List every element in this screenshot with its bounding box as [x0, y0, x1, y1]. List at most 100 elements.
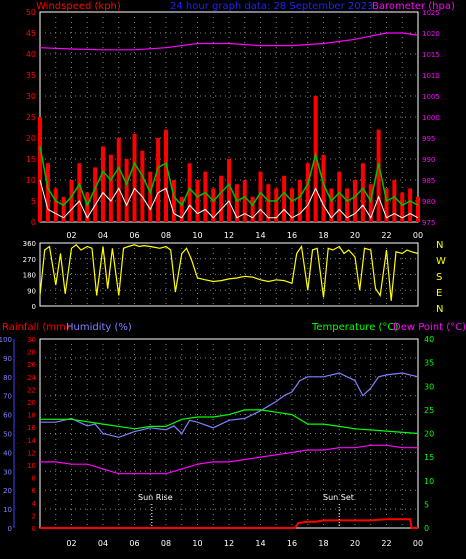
humidity-tick-label: 20	[3, 487, 12, 495]
windspeed-tick-label: 50	[26, 8, 36, 17]
windspeed-tick-label: 15	[26, 155, 36, 164]
temperature-tick-label: 10	[424, 477, 434, 486]
x-tick-label: 06	[129, 231, 139, 240]
temperature-tick-label: 40	[424, 335, 434, 344]
humidity-tick-label: 90	[3, 355, 12, 363]
x-tick-label: 00	[413, 539, 423, 548]
barometer-line	[39, 32, 419, 51]
barometer-tick-label: 1005	[422, 93, 440, 101]
humidity-tick-label: 70	[3, 393, 12, 401]
rainfall-tick-label: 0	[32, 525, 36, 533]
x-tick-label: 04	[98, 539, 108, 548]
wind-direction-line	[39, 243, 419, 301]
x-tick-label: 10	[192, 231, 202, 240]
temperature-tick-label: 15	[424, 453, 434, 462]
x-tick-label: 16	[287, 231, 297, 240]
compass-label: E	[436, 288, 442, 299]
x-tick-label: 14	[255, 539, 265, 548]
rainfall-tick-label: 4	[32, 500, 37, 508]
x-tick-label: 04	[98, 231, 108, 240]
x-tick-label: 22	[381, 539, 391, 548]
x-tick-label: 10	[192, 539, 202, 548]
direction-tick-label: 180	[23, 272, 36, 280]
humidity-axis-title: Humidity (%)	[66, 322, 132, 333]
direction-tick-label: 90	[27, 287, 36, 295]
rainfall-tick-label: 16	[27, 424, 36, 432]
sunset-label: Sun Set	[323, 493, 354, 502]
x-tick-label: 12	[224, 539, 234, 548]
rainfall-tick-label: 12	[27, 449, 36, 457]
x-tick-label: 08	[161, 539, 171, 548]
windspeed-tick-label: 20	[26, 134, 36, 143]
temperature-tick-label: 5	[424, 500, 429, 509]
humidity-tick-label: 40	[3, 449, 12, 457]
windspeed-low-line	[39, 179, 419, 219]
barometer-tick-label: 1010	[422, 72, 440, 80]
rainfall-tick-label: 18	[27, 412, 36, 420]
rainfall-tick-label: 10	[27, 462, 36, 470]
x-tick-label: 02	[66, 539, 76, 548]
windspeed-tick-label: 30	[26, 92, 36, 101]
chart-layer: 0510152025303540455097598098599099510001…	[0, 8, 440, 548]
windspeed-tick-label: 10	[26, 176, 36, 185]
compass-label: N	[436, 304, 443, 315]
barometer-tick-label: 1025	[422, 9, 440, 17]
compass-label: N	[436, 240, 443, 251]
x-tick-label: 18	[318, 231, 328, 240]
x-tick-label: 06	[129, 539, 139, 548]
barometer-tick-label: 1015	[422, 51, 440, 59]
humidity-tick-label: 60	[3, 412, 12, 420]
rainfall-tick-label: 22	[27, 386, 36, 394]
windspeed-average-line	[39, 146, 419, 208]
humidity-tick-label: 30	[3, 468, 12, 476]
x-tick-label: 18	[318, 539, 328, 548]
rainfall-tick-label: 20	[27, 399, 36, 407]
x-tick-label: 00	[413, 231, 423, 240]
rainfall-tick-label: 24	[27, 374, 36, 382]
barometer-tick-label: 995	[422, 135, 435, 143]
barometer-tick-label: 990	[422, 156, 435, 164]
windspeed-tick-label: 0	[31, 218, 36, 227]
x-tick-label: 16	[287, 539, 297, 548]
barometer-tick-label: 980	[422, 198, 435, 206]
temperature-tick-label: 0	[424, 524, 429, 533]
rainfall-tick-label: 30	[27, 336, 36, 344]
barometer-tick-label: 985	[422, 177, 435, 185]
x-tick-label: 14	[255, 231, 265, 240]
temperature-tick-label: 35	[424, 359, 434, 368]
rainfall-tick-label: 6	[32, 487, 37, 495]
rainfall-axis-title: Rainfall (mm)	[2, 322, 70, 333]
humidity-tick-label: 0	[8, 525, 12, 533]
temperature-tick-label: 30	[424, 382, 434, 391]
x-tick-label: 02	[66, 231, 76, 240]
humidity-tick-label: 80	[3, 374, 12, 382]
windspeed-tick-label: 40	[26, 50, 36, 59]
windspeed-tick-label: 25	[26, 113, 36, 122]
sunrise-label: Sun Rise	[138, 493, 173, 502]
rainfall-tick-label: 26	[27, 361, 36, 369]
x-tick-label: 12	[224, 231, 234, 240]
barometer-tick-label: 1020	[422, 30, 440, 38]
x-tick-label: 20	[350, 231, 360, 240]
windspeed-tick-label: 5	[31, 197, 36, 206]
temperature-tick-label: 25	[424, 406, 434, 415]
windspeed-tick-label: 35	[26, 71, 36, 80]
windspeed-tick-label: 45	[26, 29, 36, 38]
humidity-tick-label: 50	[3, 431, 12, 439]
x-tick-label: 20	[350, 539, 360, 548]
chart-date-title: 24 hour graph data: 28 September 2023	[170, 1, 373, 12]
compass-label: S	[436, 272, 442, 283]
barometer-tick-label: 975	[422, 219, 435, 227]
direction-tick-label: 360	[23, 240, 36, 248]
dewpoint-axis-title: Dew Point (°C)	[393, 322, 466, 333]
temperature-axis-title: Temperature (°C)	[311, 322, 398, 333]
dewpoint-line	[40, 444, 418, 475]
direction-tick-label: 0	[32, 303, 36, 311]
humidity-tick-label: 100	[0, 336, 12, 344]
x-tick-label: 22	[381, 231, 391, 240]
rainfall-tick-label: 14	[27, 437, 36, 445]
direction-tick-label: 270	[23, 256, 36, 264]
barometer-axis-title: Barometer (hpa)	[372, 1, 455, 12]
rainfall-tick-label: 8	[32, 475, 36, 483]
